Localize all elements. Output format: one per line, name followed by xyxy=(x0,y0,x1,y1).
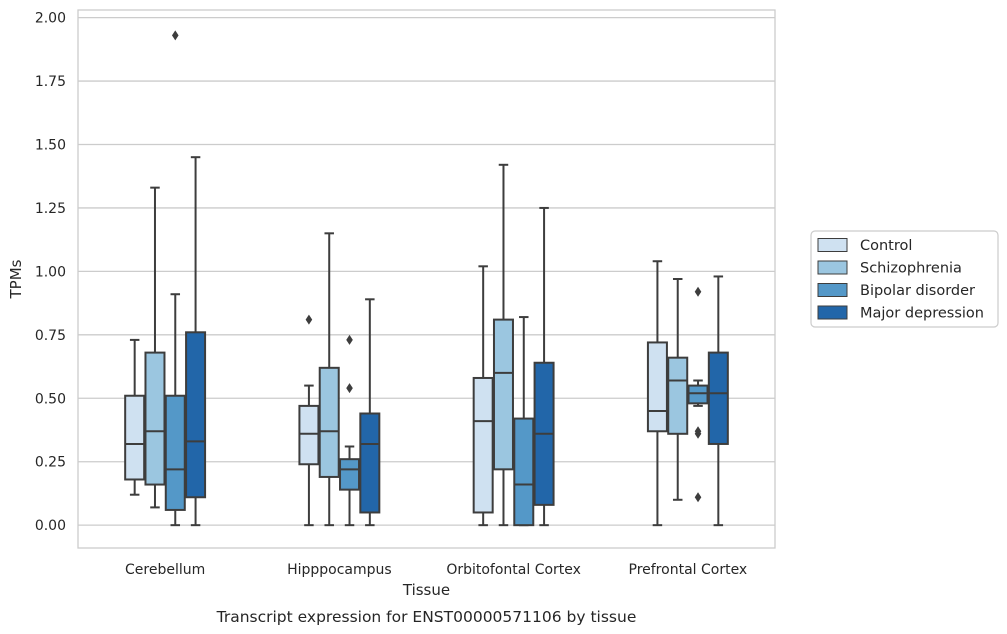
box-iqr xyxy=(339,458,361,491)
y-tick-label: 0.25 xyxy=(35,455,66,471)
x-tick-labels: Cerebellum Hipppocampus Orbitofontal Corte… xyxy=(125,562,747,578)
box-iqr xyxy=(492,318,514,471)
x-tick-label: Hipppocampus xyxy=(287,562,392,578)
box-iqr xyxy=(359,412,381,514)
boxes xyxy=(124,30,729,527)
y-tick-label: 2.00 xyxy=(35,11,66,27)
box-0-3 xyxy=(185,156,207,527)
box-iqr xyxy=(707,351,729,445)
outlier-point xyxy=(694,426,702,437)
box-iqr xyxy=(164,394,186,511)
legend-frame xyxy=(810,230,999,328)
outlier-point xyxy=(346,383,353,394)
box-iqr xyxy=(646,341,668,433)
box-3-1 xyxy=(667,278,689,501)
legend-entry: Control xyxy=(860,238,912,254)
box-1-3 xyxy=(359,298,381,527)
y-axis-label: TPMs xyxy=(7,259,25,299)
box-iqr xyxy=(472,376,494,514)
x-tick-label: Prefrontal Cortex xyxy=(629,562,748,578)
box-iqr xyxy=(298,404,320,466)
outlier-point xyxy=(694,492,702,503)
y-tick-label: 1.75 xyxy=(35,74,66,90)
box-2-0 xyxy=(472,265,494,527)
box-1-0 xyxy=(298,314,320,527)
outlier-point xyxy=(694,286,702,297)
legend-entry: Bipolar disorder xyxy=(860,283,975,299)
y-tick-label: 0.00 xyxy=(35,518,66,534)
y-tick-label: 1.00 xyxy=(35,264,66,280)
legend: Control Schizophrenia Bipolar disorder Majo… xyxy=(810,230,999,328)
outlier-point xyxy=(305,314,313,325)
box-1-2 xyxy=(339,334,361,527)
y-tick-label: 0.50 xyxy=(35,391,66,407)
box-iqr xyxy=(185,331,207,499)
box-2-1 xyxy=(492,163,514,527)
legend-swatch xyxy=(817,283,848,297)
x-tick-label: Cerebellum xyxy=(125,562,205,578)
box-iqr xyxy=(667,356,689,435)
box-iqr xyxy=(513,417,535,527)
box-3-3 xyxy=(707,275,729,527)
box-3-0 xyxy=(646,260,668,527)
legend-entry: Schizophrenia xyxy=(860,261,962,277)
outlier-point xyxy=(171,30,179,41)
plot-frame xyxy=(77,9,776,549)
box-iqr xyxy=(124,394,146,481)
x-tick-label: Orbitofontal Cortex xyxy=(446,562,581,578)
y-tick-label: 1.50 xyxy=(35,138,66,154)
figure-caption: Transcript expression for ENST0000057110… xyxy=(216,608,637,626)
legend-swatch xyxy=(817,260,848,275)
y-tick-labels: 0.00 0.25 0.50 0.75 1.00 1.25 1.50 1.75 2.00 xyxy=(35,11,66,535)
legend-swatch xyxy=(817,238,848,252)
box-0-1 xyxy=(144,186,166,509)
box-iqr xyxy=(687,384,709,405)
box-1-1 xyxy=(318,232,340,527)
box-0-2 xyxy=(164,30,186,527)
legend-swatch xyxy=(817,305,848,320)
y-tick-label: 1.25 xyxy=(35,201,66,217)
box-iqr xyxy=(144,351,166,486)
outlier-point xyxy=(346,334,353,345)
box-0-0 xyxy=(124,338,146,496)
box-2-3 xyxy=(533,206,555,527)
box-2-2 xyxy=(513,316,535,527)
legend-entry: Major depression xyxy=(860,306,984,322)
x-axis-label: Tissue xyxy=(402,581,450,599)
y-tick-label: 0.75 xyxy=(35,328,66,344)
box-3-2 xyxy=(687,286,709,503)
box-iqr xyxy=(318,366,340,478)
